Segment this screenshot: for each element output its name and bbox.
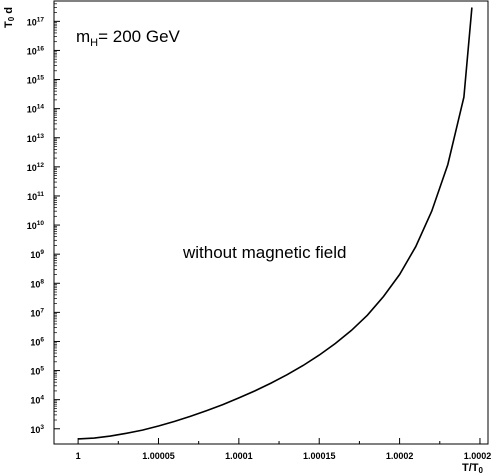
y-tick-label: 1011 xyxy=(27,191,44,202)
series-line xyxy=(78,7,473,440)
x-tick-label: 1.0001 xyxy=(225,451,253,461)
y-tick-label: 105 xyxy=(30,366,44,377)
y-tick-label: 108 xyxy=(30,278,44,289)
y-axis-ticks: 103 104 105 106 107 108 109 1010 1011 1012 1013 101… xyxy=(27,3,60,435)
y-tick-label: 1017 xyxy=(27,16,45,27)
x-tick-label: 1 xyxy=(76,451,81,461)
y-tick-label: 1015 xyxy=(27,75,45,86)
y-tick-label: 1014 xyxy=(27,104,45,115)
y-tick-label: 106 xyxy=(30,336,44,347)
x-tick-label: 1.00015 xyxy=(303,451,336,461)
y-tick-label: 109 xyxy=(30,249,44,260)
annotation-without-magnetic-field: without magnetic field xyxy=(182,243,346,262)
annotation-higgs-mass: mH= 200 GeV xyxy=(76,27,181,49)
y-tick-label: 103 xyxy=(30,424,44,435)
x-axis-label: T/T0 xyxy=(462,462,484,475)
x-axis-ticks: 1 1.00005 1.0001 1.00015 1.0002 1.00025 xyxy=(76,438,491,461)
y-axis-label: T0 d xyxy=(3,7,16,28)
y-tick-label: 1010 xyxy=(27,220,45,231)
x-tick-label: 1.00005 xyxy=(142,451,175,461)
y-tick-label: 1016 xyxy=(27,45,45,56)
y-tick-label: 104 xyxy=(30,395,44,406)
plot-frame xyxy=(53,0,489,445)
y-tick-label: 1012 xyxy=(27,162,45,173)
y-tick-label: 107 xyxy=(30,307,44,318)
x-tick-label: 1.0002 xyxy=(386,451,414,461)
x-tick-label: 1.00025 xyxy=(464,451,491,461)
y-tick-label: 1013 xyxy=(27,133,45,144)
